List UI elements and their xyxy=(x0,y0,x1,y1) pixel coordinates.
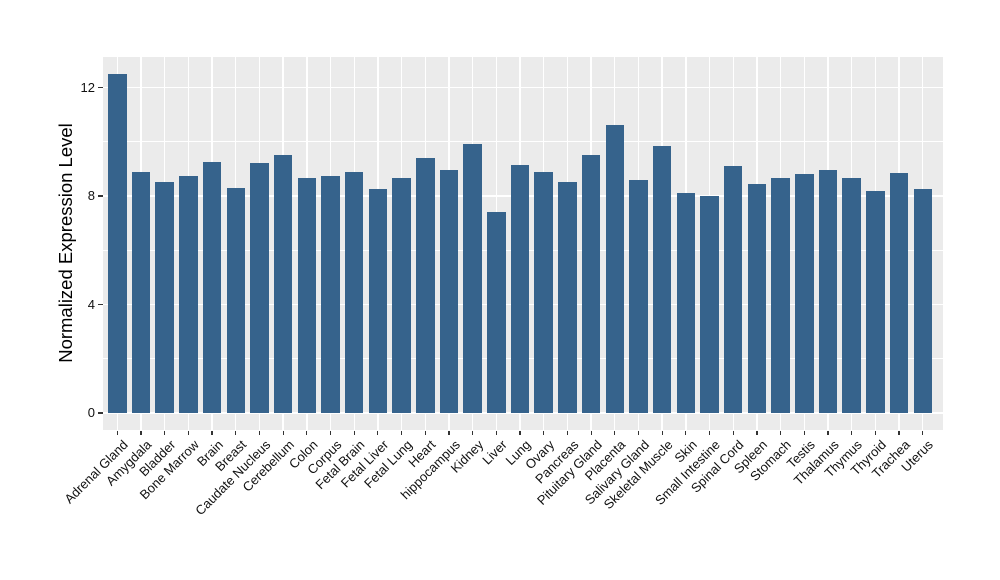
x-tick-mark xyxy=(756,430,758,435)
x-tick-mark xyxy=(187,430,189,435)
x-tick-mark xyxy=(472,430,474,435)
bar xyxy=(155,182,174,414)
x-tick-mark xyxy=(874,430,876,435)
bar xyxy=(558,182,577,414)
bar xyxy=(842,178,861,414)
y-tick-mark xyxy=(98,303,103,306)
x-tick-mark xyxy=(922,430,924,435)
bar xyxy=(250,163,269,414)
bar xyxy=(368,189,388,414)
x-tick-mark xyxy=(258,430,261,435)
y-tick-label: 12 xyxy=(80,79,95,95)
bar xyxy=(629,179,648,414)
x-tick-mark xyxy=(495,430,497,435)
gridline-major xyxy=(103,86,943,89)
y-tick-mark xyxy=(98,195,103,197)
bar xyxy=(273,155,293,414)
bar xyxy=(487,212,506,414)
x-tick-label: Liver xyxy=(479,437,510,468)
x-tick-mark xyxy=(519,430,521,435)
x-tick-mark xyxy=(282,430,284,435)
x-tick-mark xyxy=(685,430,687,435)
y-tick-label: 4 xyxy=(87,296,95,312)
x-tick-mark xyxy=(780,430,782,435)
bar xyxy=(581,155,601,414)
gridline-major xyxy=(103,412,943,414)
bar xyxy=(131,171,151,414)
x-tick-mark xyxy=(164,430,166,435)
y-tick-label: 8 xyxy=(87,188,95,204)
bar xyxy=(700,196,719,414)
bar xyxy=(747,183,767,414)
bar xyxy=(179,175,198,414)
y-tick-label: 0 xyxy=(87,405,95,421)
x-tick-mark xyxy=(211,430,213,435)
y-axis-title: Normalized Expression Level xyxy=(55,123,76,363)
x-tick-mark xyxy=(543,430,545,435)
x-tick-mark xyxy=(424,430,426,435)
x-tick-mark xyxy=(377,430,379,435)
bar xyxy=(889,172,909,414)
bar xyxy=(676,193,696,414)
x-tick-mark xyxy=(116,430,118,435)
x-tick-mark xyxy=(590,430,592,435)
bar xyxy=(723,166,743,414)
x-tick-mark xyxy=(851,430,853,435)
bar xyxy=(297,178,317,414)
x-tick-mark xyxy=(329,430,332,435)
x-tick-mark xyxy=(400,430,403,435)
y-tick-mark xyxy=(98,412,103,414)
x-tick-mark xyxy=(235,430,237,435)
x-tick-mark xyxy=(306,430,308,435)
bar xyxy=(866,190,885,414)
bar xyxy=(202,162,222,414)
bar xyxy=(439,170,459,414)
bar xyxy=(510,164,530,414)
x-tick-mark xyxy=(614,430,616,435)
bar xyxy=(108,73,127,414)
x-tick-mark xyxy=(353,430,355,435)
x-tick-mark xyxy=(898,430,900,435)
x-tick-mark xyxy=(661,430,663,435)
x-tick-mark xyxy=(140,430,142,435)
bar xyxy=(534,171,553,414)
x-tick-mark xyxy=(803,430,805,435)
bar xyxy=(913,189,932,414)
x-tick-mark xyxy=(637,430,640,435)
bar xyxy=(416,158,435,414)
bar xyxy=(321,175,340,414)
bar xyxy=(392,178,411,414)
x-tick-mark xyxy=(448,430,450,435)
bar xyxy=(652,145,672,414)
x-tick-mark xyxy=(732,430,734,435)
bar xyxy=(463,144,482,414)
x-tick-mark xyxy=(827,430,829,435)
x-tick-mark xyxy=(708,430,711,435)
bar xyxy=(771,178,790,414)
bar xyxy=(818,170,838,414)
bar xyxy=(344,171,364,414)
x-tick-mark xyxy=(566,430,568,435)
y-tick-mark xyxy=(98,86,103,89)
bar xyxy=(795,174,814,414)
plot-panel xyxy=(103,57,943,430)
bar xyxy=(605,125,625,414)
bar xyxy=(226,187,245,414)
gridline-minor xyxy=(103,141,943,143)
